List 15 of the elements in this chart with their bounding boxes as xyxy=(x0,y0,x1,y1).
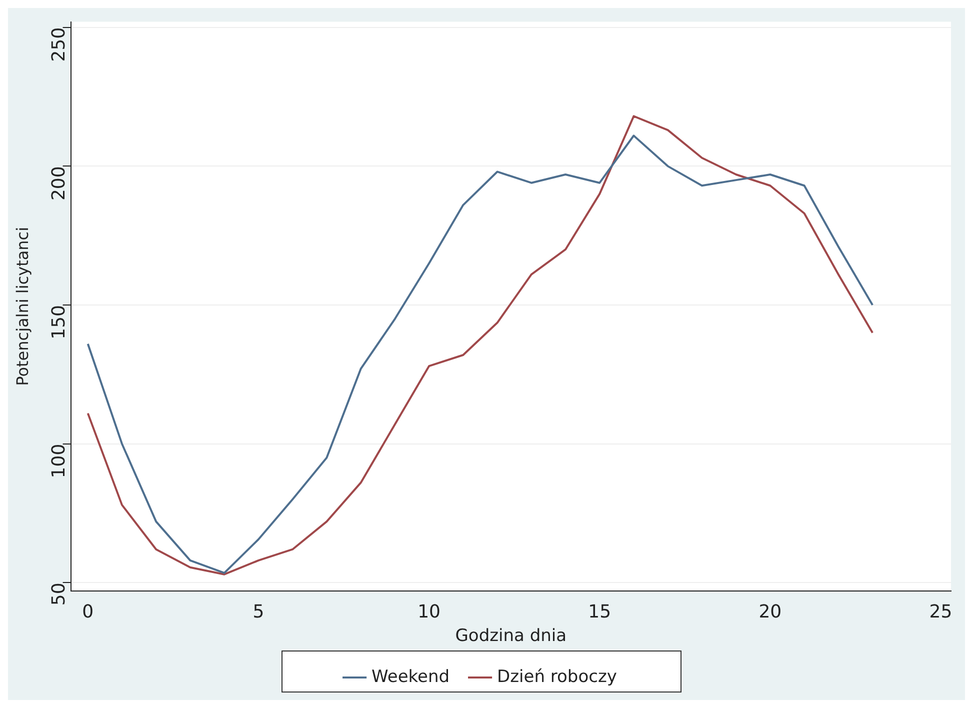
y-axis-title: Potencjalni licytanci xyxy=(12,226,32,386)
y-tick-label: 50 xyxy=(48,582,70,606)
y-tick-label: 150 xyxy=(48,305,70,340)
y-tick-label: 100 xyxy=(48,444,70,478)
x-tick-label: 10 xyxy=(418,601,440,622)
x-axis-title: Godzina dnia xyxy=(455,626,567,646)
x-tick-label: 5 xyxy=(252,601,264,622)
x-tick-label: 0 xyxy=(82,601,94,622)
y-tick-label: 200 xyxy=(48,166,70,201)
y-tick-label: 250 xyxy=(48,27,70,62)
x-tick-label: 25 xyxy=(929,601,952,622)
x-tick-label: 15 xyxy=(588,601,612,622)
legend-label: Dzień roboczy xyxy=(497,666,617,687)
x-tick-label: 20 xyxy=(758,601,782,622)
legend-label: Weekend xyxy=(372,666,450,687)
